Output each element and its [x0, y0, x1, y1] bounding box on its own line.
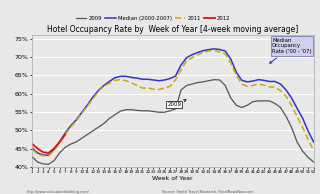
Text: Source: Smith Travel Research, HotelNewsNow.com: Source: Smith Travel Research, HotelNews… [162, 190, 254, 194]
Text: Median
Occupancy
Rate ('00 - '07): Median Occupancy Rate ('00 - '07) [270, 38, 312, 63]
X-axis label: Week of Year: Week of Year [153, 176, 193, 181]
Text: http://www.calculatedriskblog.com/: http://www.calculatedriskblog.com/ [26, 190, 89, 194]
Title: Hotel Occupancy Rate by  Week of Year [4-week moving average]: Hotel Occupancy Rate by Week of Year [4-… [47, 25, 299, 34]
Legend: 2009, Median (2000-2007), 2011, 2012: 2009, Median (2000-2007), 2011, 2012 [74, 14, 233, 23]
Text: 2009: 2009 [167, 100, 186, 107]
